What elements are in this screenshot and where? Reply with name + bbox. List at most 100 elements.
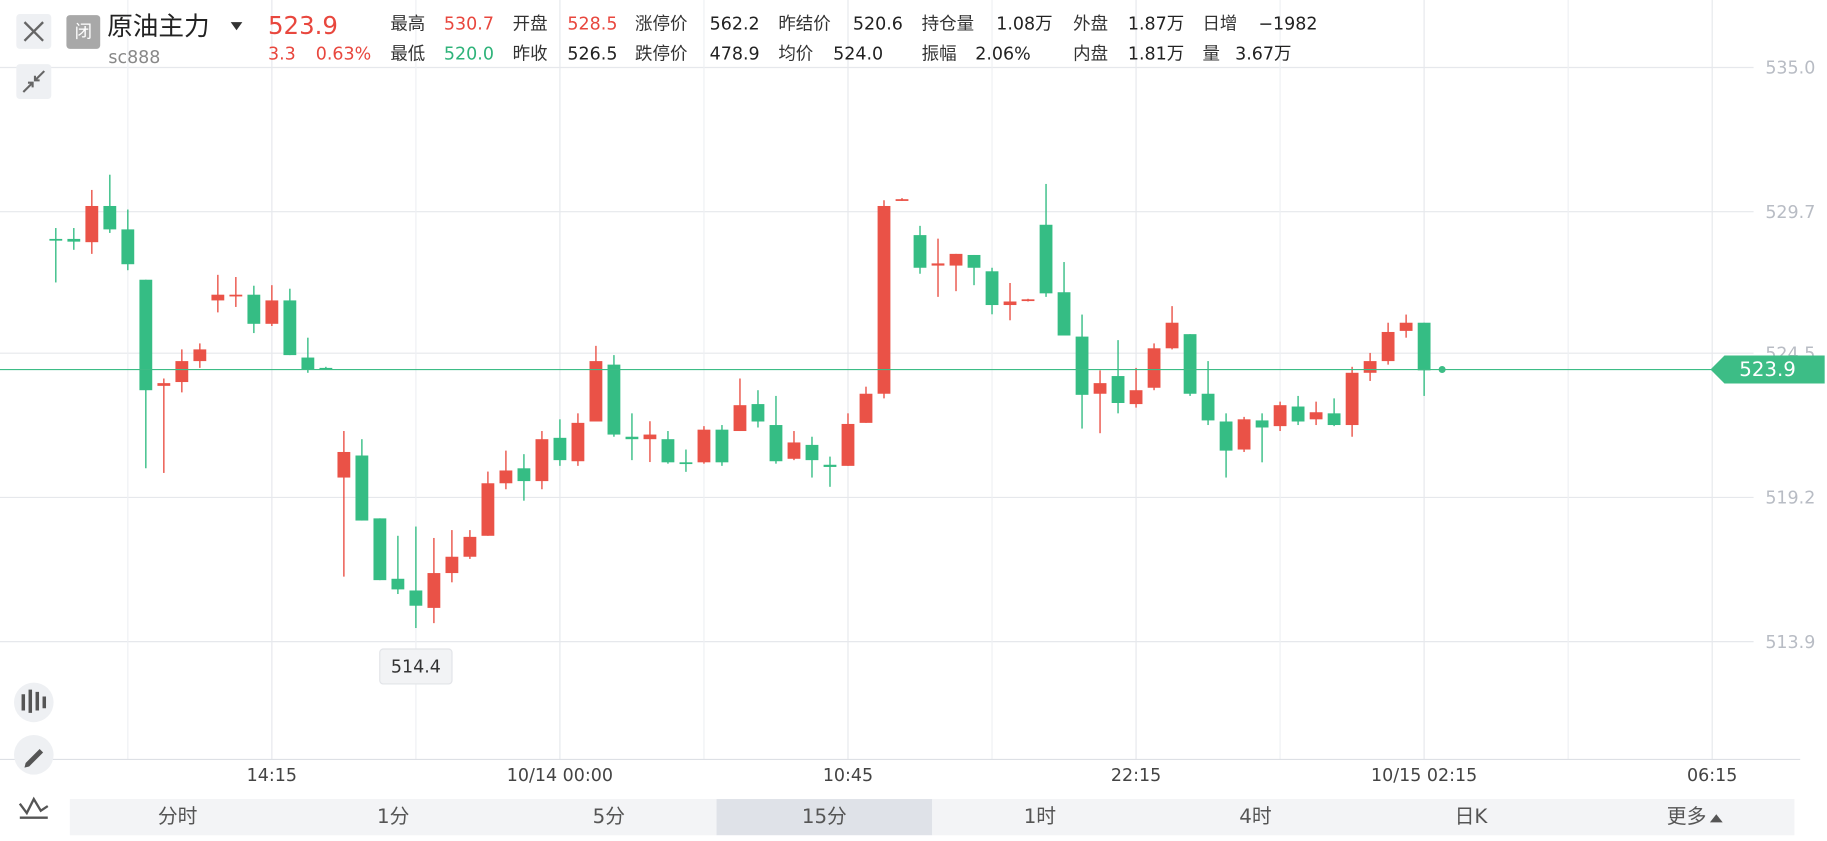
tab-label[interactable]: 4时 xyxy=(1239,805,1272,828)
candle-body xyxy=(913,235,927,268)
stat-label: 均价 xyxy=(778,45,813,65)
change-pct: 0.63% xyxy=(316,45,372,65)
tab[interactable] xyxy=(69,799,286,836)
stat-value: 526.5 xyxy=(567,45,617,65)
annotation-box xyxy=(379,648,453,685)
candle-body xyxy=(355,455,369,521)
candle-body xyxy=(445,556,459,574)
tab[interactable] xyxy=(1147,799,1364,836)
stat-label: 量 xyxy=(1202,45,1219,65)
stat-label: 持仓量 xyxy=(922,14,974,34)
stat-label: 跌停价 xyxy=(635,45,687,65)
tab-label[interactable]: 更多 xyxy=(1667,805,1707,828)
price: 523.9 xyxy=(268,11,338,40)
stat-label: 日增 xyxy=(1202,14,1237,34)
candle-body xyxy=(661,439,675,463)
stat-label: 内盘 xyxy=(1073,45,1108,65)
stat-value: 520.0 xyxy=(444,45,494,65)
stat-value: 524.0 xyxy=(833,45,883,65)
stat-label: 最高 xyxy=(390,14,425,34)
candle-body xyxy=(967,254,981,268)
stat-value: 1.81万 xyxy=(1128,45,1184,65)
tab-label[interactable]: 1分 xyxy=(377,805,410,828)
tab[interactable] xyxy=(932,799,1148,836)
candle-body xyxy=(895,199,909,201)
candle-body xyxy=(319,367,333,370)
x-tick-label: 10/15 02:15 xyxy=(1371,766,1477,786)
tab-label[interactable]: 分时 xyxy=(158,805,198,828)
candle-body xyxy=(499,470,513,484)
candle-body xyxy=(157,383,171,386)
candle-body xyxy=(607,364,621,435)
stat-value: 478.9 xyxy=(710,45,760,65)
candle-body xyxy=(1165,322,1179,349)
candle-body xyxy=(1021,299,1035,302)
candle-body xyxy=(1291,406,1305,422)
candle-body xyxy=(1417,322,1431,371)
tab[interactable] xyxy=(1578,799,1795,836)
stat-value: −1982 xyxy=(1258,14,1317,34)
candle-body xyxy=(265,300,279,324)
y-tick-label: 513.9 xyxy=(1765,633,1815,653)
candles xyxy=(49,174,1431,629)
tab[interactable] xyxy=(501,799,717,836)
tool-indicator[interactable] xyxy=(18,796,49,819)
instrument-name[interactable]: 原油主力 xyxy=(107,12,209,42)
candle-body xyxy=(85,205,99,243)
x-tick-label: 14:15 xyxy=(247,766,297,786)
tab[interactable] xyxy=(285,799,502,836)
candle-body xyxy=(211,294,225,301)
tab-label[interactable]: 日K xyxy=(1455,805,1489,828)
candle-body xyxy=(1345,372,1359,426)
tab[interactable] xyxy=(1363,799,1579,836)
candle-body xyxy=(625,436,639,440)
stat-value: 528.5 xyxy=(567,14,617,34)
dropdown-icon[interactable] xyxy=(230,22,243,31)
stat-label: 涨停价 xyxy=(635,14,687,34)
overlay: 514.4 523.9 xyxy=(0,355,1825,685)
candle-body xyxy=(175,361,189,383)
candle-body xyxy=(787,442,801,459)
tool-candle[interactable] xyxy=(13,682,54,723)
badge: 闭 xyxy=(75,23,92,43)
tab-active[interactable] xyxy=(716,799,933,836)
candle-body xyxy=(769,425,783,462)
candle-body xyxy=(535,439,549,482)
collapse-icon xyxy=(22,70,46,93)
stat-value: 562.2 xyxy=(710,14,760,34)
candle-body xyxy=(1381,331,1395,362)
tab-label[interactable]: 15分 xyxy=(802,805,847,828)
candle-body xyxy=(283,300,297,356)
candle-body xyxy=(1147,348,1161,388)
candle-body xyxy=(733,405,747,432)
annotation: 514.4 xyxy=(391,658,441,678)
last-price-label: 523.9 xyxy=(1739,358,1796,381)
candle-body xyxy=(409,590,423,606)
tab-label[interactable]: 5分 xyxy=(593,805,626,828)
candle-body xyxy=(67,238,81,242)
candle-body xyxy=(877,205,891,394)
more-icon[interactable] xyxy=(1709,814,1723,823)
stat-value: 2.06% xyxy=(975,45,1031,65)
candle-body xyxy=(1309,412,1323,420)
y-tick-label: 529.7 xyxy=(1765,203,1815,223)
y-tick-label: 535.0 xyxy=(1765,59,1815,79)
header: 闭 原油主力 sc888 523.9 3.3 0.63% 最高 530.7 开盘 52… xyxy=(16,11,1317,100)
collapse-button[interactable] xyxy=(16,64,52,100)
candle-body xyxy=(103,205,117,230)
change: 3.3 xyxy=(268,45,296,65)
tool-draw-icon xyxy=(24,748,44,768)
y-tick-label: 519.2 xyxy=(1765,489,1815,509)
candle-body xyxy=(823,464,837,467)
stat-label: 外盘 xyxy=(1073,14,1108,34)
candle-body xyxy=(1363,361,1377,373)
tab-label[interactable]: 1时 xyxy=(1024,805,1057,828)
x-tick-label: 10:45 xyxy=(823,766,873,786)
candle-body xyxy=(679,462,693,465)
candle-body xyxy=(931,263,945,266)
candle-body xyxy=(1093,383,1107,394)
tool-draw[interactable] xyxy=(13,735,54,775)
stat-label: 振幅 xyxy=(922,45,957,65)
candle-body xyxy=(301,357,315,370)
